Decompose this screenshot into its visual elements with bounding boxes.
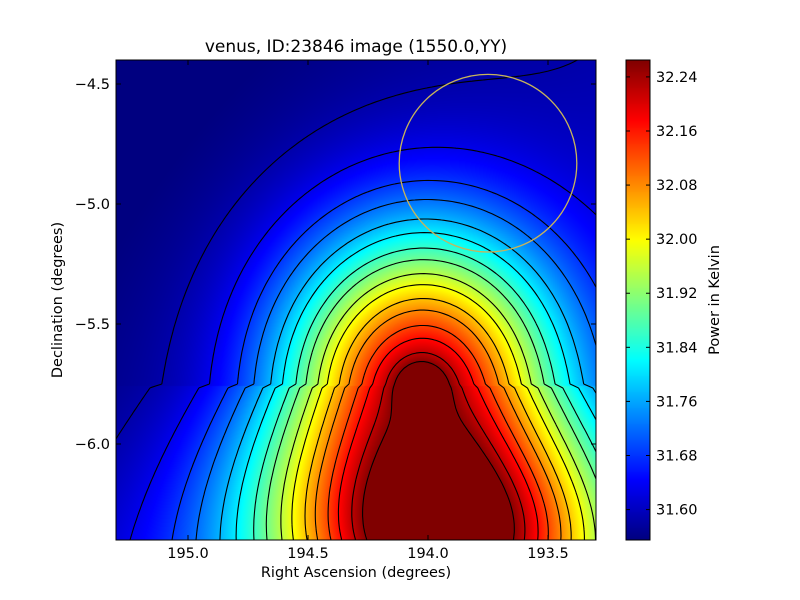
contour-line-3 bbox=[195, 198, 596, 540]
contour-line-4 bbox=[219, 218, 596, 540]
y-tick-label: −5.0 bbox=[75, 197, 110, 213]
colorbar-frame bbox=[625, 59, 651, 541]
contour-line-7 bbox=[265, 259, 596, 540]
contour-line-9 bbox=[291, 284, 585, 540]
colorbar-tick-label: 32.24 bbox=[656, 70, 698, 86]
x-tick-label: 195.0 bbox=[167, 546, 209, 562]
y-axis-label: Declination (degrees) bbox=[50, 222, 66, 378]
contour-line-15 bbox=[362, 361, 515, 540]
contour-line-1 bbox=[129, 146, 596, 540]
contour-line-11 bbox=[314, 309, 562, 540]
colorbar-tick-label: 32.00 bbox=[656, 232, 698, 248]
contour-line-10 bbox=[304, 298, 572, 540]
plot-frame bbox=[115, 59, 597, 541]
x-axis-ticks: 195.0 194.5 194.0 193.5 bbox=[167, 60, 569, 562]
contour-line-0 bbox=[116, 60, 578, 440]
contour-line-6 bbox=[253, 247, 596, 540]
y-axis-ticks: −4.5 −5.0 −5.5 −6.0 bbox=[75, 77, 596, 453]
colorbar: 31.60 31.68 31.76 31.84 31.92 32.00 32.08 32.16… bbox=[625, 59, 723, 541]
contour-lines bbox=[116, 60, 596, 540]
x-axis-label: Right Ascension (degrees) bbox=[261, 565, 451, 581]
colorbar-tick-label: 31.60 bbox=[656, 503, 698, 519]
heatmap-image bbox=[116, 60, 596, 540]
colorbar-tick-label: 32.08 bbox=[656, 178, 698, 194]
chart-title: venus, ID:23846 image (1550.0,YY) bbox=[205, 37, 507, 57]
x-tick-label: 193.5 bbox=[527, 546, 569, 562]
y-tick-label: −6.0 bbox=[75, 437, 110, 453]
colorbar-tick-label: 31.68 bbox=[656, 448, 698, 464]
x-tick-label: 194.5 bbox=[287, 546, 329, 562]
overlay-circle bbox=[398, 73, 578, 253]
x-tick-label: 194.0 bbox=[407, 546, 449, 562]
contour-line-14 bbox=[351, 352, 526, 540]
contour-line-13 bbox=[337, 337, 539, 540]
colorbar-tick-label: 31.76 bbox=[656, 394, 698, 410]
contour-line-5 bbox=[235, 232, 596, 540]
heatmap-area bbox=[116, 60, 596, 540]
colorbar-tick-label: 31.92 bbox=[656, 286, 698, 302]
contour-line-8 bbox=[280, 273, 596, 540]
colorbar-tick-label: 32.16 bbox=[656, 124, 698, 140]
colorbar-ticks: 31.60 31.68 31.76 31.84 31.92 32.00 32.08 32.16… bbox=[626, 70, 698, 519]
y-tick-label: −4.5 bbox=[75, 77, 110, 93]
colorbar-gradient bbox=[626, 60, 650, 540]
colorbar-tick-label: 31.84 bbox=[656, 340, 698, 356]
beam-overlay bbox=[398, 73, 578, 253]
colorbar-label: Power in Kelvin bbox=[707, 245, 723, 355]
y-tick-label: −5.5 bbox=[75, 317, 110, 333]
contour-line-2 bbox=[171, 179, 596, 540]
contour-line-12 bbox=[327, 324, 549, 540]
